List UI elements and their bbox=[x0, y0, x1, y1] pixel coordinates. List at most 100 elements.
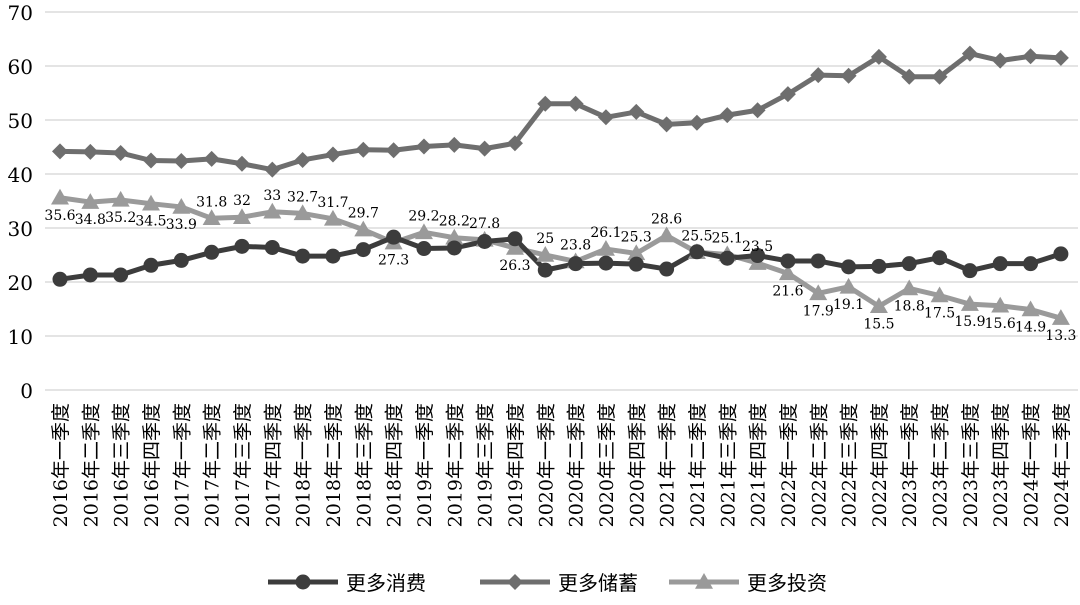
data-point bbox=[688, 114, 705, 131]
data-point bbox=[932, 250, 948, 266]
data-label: 23.5 bbox=[742, 239, 773, 255]
data-point bbox=[323, 209, 342, 226]
legend-marker bbox=[507, 574, 523, 590]
data-labels: 35.6 34.8 35.2 34.5 33.9 31.8 32 33 32.7 31.729.7… bbox=[44, 188, 1076, 344]
data-label: 33.9 bbox=[166, 217, 197, 233]
y-tick-label: 0 bbox=[20, 379, 33, 403]
data-point bbox=[141, 194, 160, 211]
data-label: 31.7 bbox=[317, 195, 348, 211]
data-point bbox=[202, 209, 221, 226]
x-tick-label: 2019年一季度 bbox=[414, 403, 436, 527]
data-point bbox=[780, 253, 796, 269]
data-label: 32 bbox=[233, 193, 251, 209]
data-point bbox=[962, 263, 978, 279]
data-point bbox=[869, 297, 888, 314]
x-tick-label: 2019年三季度 bbox=[475, 403, 497, 527]
legend-label: 更多消费 bbox=[346, 571, 426, 595]
x-tick-label: 2020年一季度 bbox=[535, 403, 557, 527]
data-point bbox=[810, 253, 826, 269]
legend-label: 更多投资 bbox=[747, 571, 827, 595]
data-label: 14.9 bbox=[1015, 320, 1046, 336]
data-point bbox=[1053, 246, 1069, 262]
y-tick-label: 70 bbox=[8, 1, 33, 25]
x-tick-label: 2020年三季度 bbox=[596, 403, 618, 527]
x-tick-label: 2018年二季度 bbox=[323, 403, 345, 527]
data-point bbox=[264, 239, 280, 255]
data-point bbox=[657, 226, 676, 243]
data-label: 34.8 bbox=[75, 212, 106, 228]
data-point bbox=[537, 95, 554, 112]
x-tick-label: 2016年一季度 bbox=[50, 403, 72, 527]
data-point bbox=[931, 68, 948, 85]
data-point bbox=[901, 68, 918, 85]
data-point bbox=[991, 296, 1010, 313]
legend-label: 更多储蓄 bbox=[558, 571, 638, 595]
data-point bbox=[172, 197, 191, 214]
data-point bbox=[536, 246, 555, 262]
x-tick-label: 2018年四季度 bbox=[384, 403, 406, 527]
x-tick-label: 2021年一季度 bbox=[657, 403, 679, 527]
data-label: 23.8 bbox=[560, 237, 591, 253]
data-point bbox=[355, 141, 372, 158]
x-tick-label: 2017年一季度 bbox=[171, 403, 193, 527]
x-tick-label: 2016年三季度 bbox=[111, 403, 133, 527]
data-label: 27.8 bbox=[469, 216, 500, 232]
data-point bbox=[507, 231, 523, 247]
data-label: 26.3 bbox=[499, 258, 530, 274]
x-tick-label: 2022年四季度 bbox=[869, 403, 891, 527]
data-point bbox=[234, 238, 250, 254]
data-point bbox=[841, 259, 857, 275]
gridlines bbox=[45, 11, 1078, 391]
data-label: 29.2 bbox=[408, 208, 439, 224]
data-point bbox=[416, 241, 432, 257]
legend-marker bbox=[695, 573, 713, 589]
data-point bbox=[840, 67, 857, 84]
data-point bbox=[51, 188, 69, 205]
data-label: 28.2 bbox=[439, 214, 470, 230]
data-point bbox=[386, 229, 402, 245]
data-point bbox=[778, 264, 797, 281]
y-axis: 0 10 20 30 40 50 60 70 bbox=[8, 1, 33, 403]
legend-marker bbox=[295, 574, 311, 590]
data-label: 21.6 bbox=[772, 283, 803, 299]
data-point bbox=[537, 262, 553, 278]
data-point bbox=[900, 279, 919, 296]
data-point bbox=[961, 45, 978, 62]
data-point bbox=[567, 95, 584, 112]
data-point bbox=[52, 271, 68, 287]
data-label: 17.5 bbox=[924, 306, 955, 322]
data-point bbox=[446, 240, 462, 256]
data-point bbox=[354, 220, 373, 237]
data-label: 25.3 bbox=[621, 229, 652, 245]
data-point bbox=[719, 250, 735, 266]
data-point bbox=[204, 244, 220, 260]
x-tick-label: 2017年四季度 bbox=[262, 403, 284, 527]
data-point bbox=[658, 116, 675, 133]
x-tick-label: 2020年四季度 bbox=[626, 403, 648, 527]
data-point bbox=[415, 138, 432, 155]
y-tick-label: 40 bbox=[8, 163, 33, 187]
data-label: 15.5 bbox=[863, 316, 894, 332]
data-point bbox=[325, 248, 341, 264]
x-tick-label: 2022年三季度 bbox=[839, 403, 861, 527]
data-point bbox=[505, 238, 524, 255]
data-point bbox=[1022, 48, 1039, 65]
data-point bbox=[446, 136, 463, 153]
data-point bbox=[81, 193, 100, 209]
data-point bbox=[203, 150, 220, 167]
data-point bbox=[597, 109, 614, 126]
data-point bbox=[779, 86, 796, 103]
data-point bbox=[294, 151, 311, 168]
x-tick-label: 2016年二季度 bbox=[80, 403, 102, 527]
data-point bbox=[173, 153, 190, 170]
data-point bbox=[901, 256, 917, 272]
x-tick-label: 2018年一季度 bbox=[293, 403, 315, 527]
data-point bbox=[628, 103, 645, 120]
data-point bbox=[142, 152, 159, 169]
data-label: 35.2 bbox=[105, 210, 136, 226]
data-point bbox=[568, 256, 584, 272]
x-tick-label: 2021年四季度 bbox=[748, 403, 770, 527]
y-tick-label: 50 bbox=[8, 109, 33, 133]
data-point bbox=[809, 284, 828, 301]
